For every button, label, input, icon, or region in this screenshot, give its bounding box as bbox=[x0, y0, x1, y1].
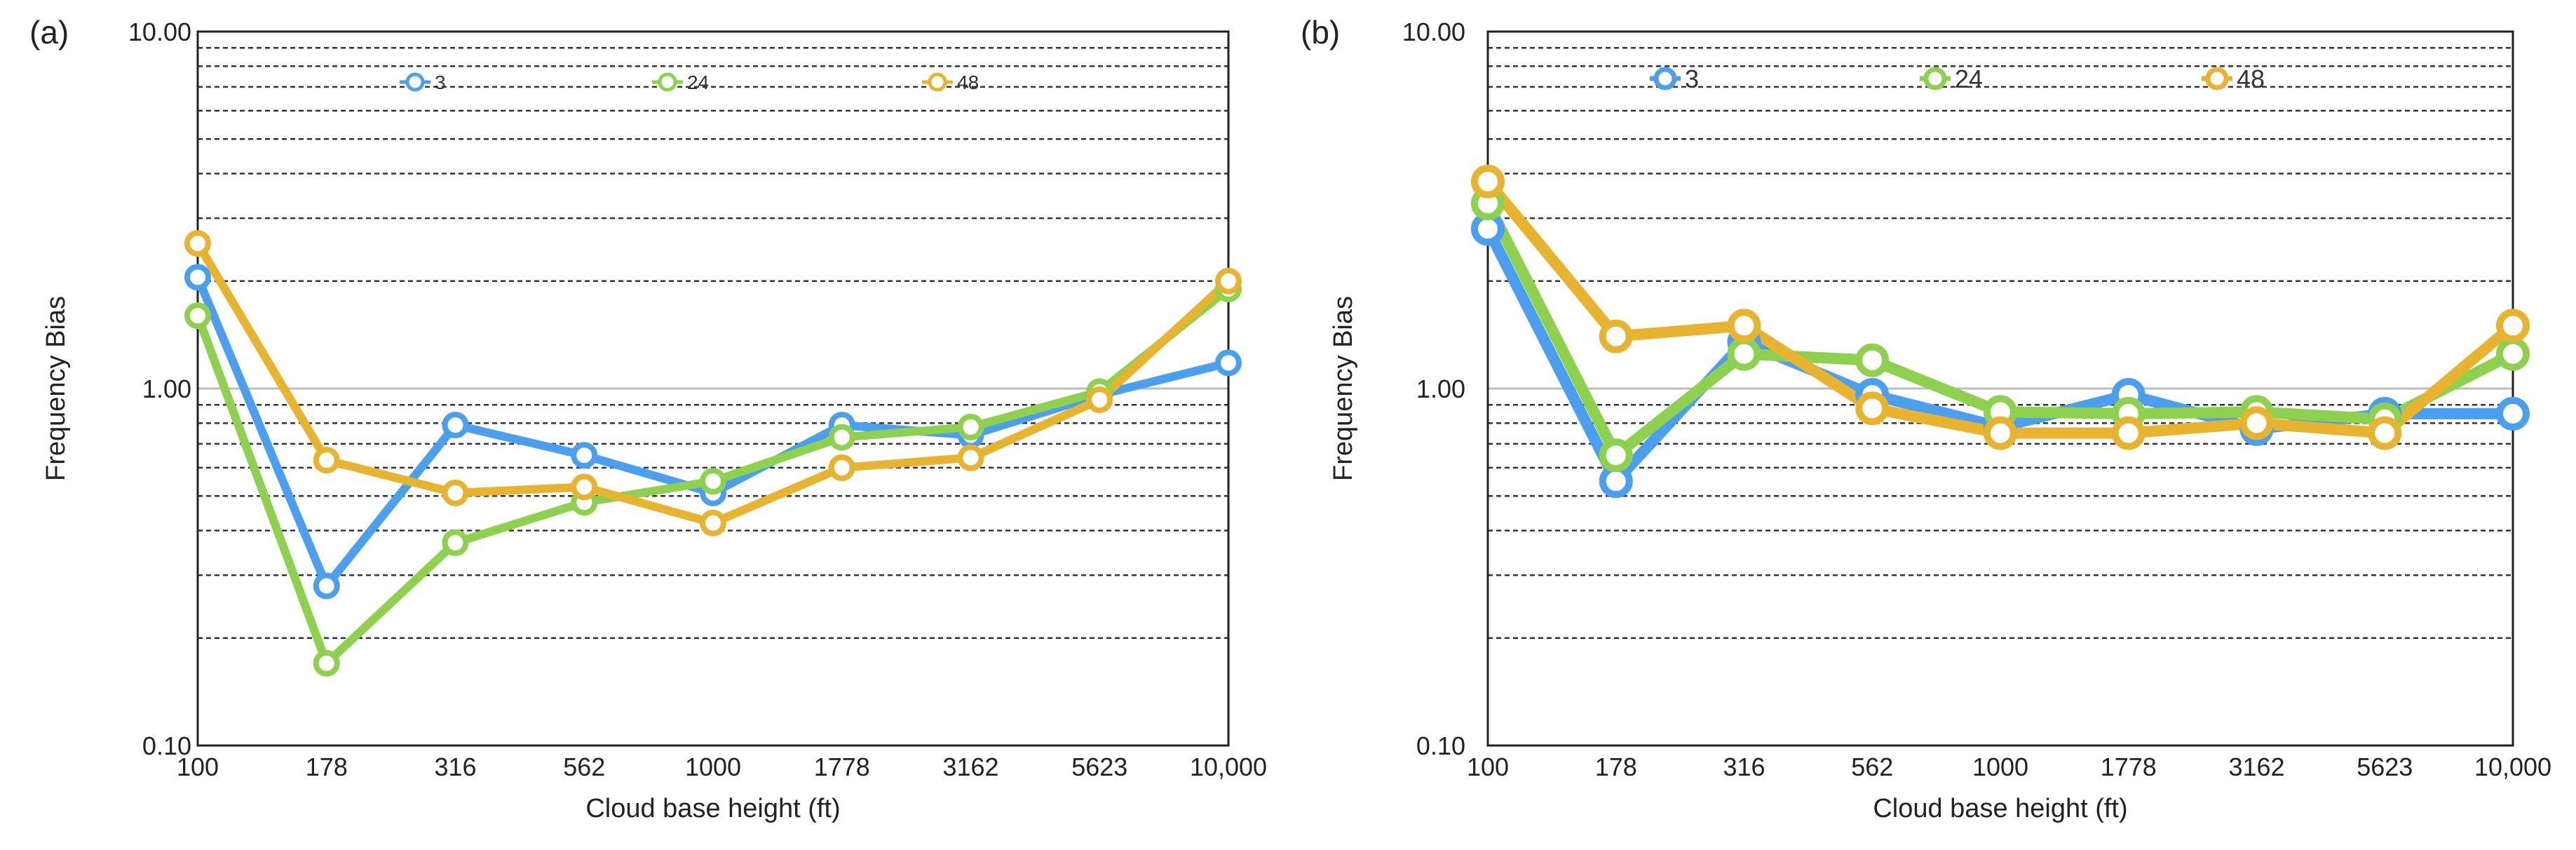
x-tick-label: 316 bbox=[1723, 753, 1765, 781]
legend-label-48: 48 bbox=[957, 72, 979, 93]
data-point-48 bbox=[2239, 406, 2274, 440]
panel-label: (a) bbox=[29, 14, 69, 50]
data-point-48 bbox=[700, 509, 726, 537]
data-point-48 bbox=[1984, 416, 2017, 450]
legend-marker-3 bbox=[1653, 67, 1677, 90]
data-point-3 bbox=[1215, 349, 1242, 377]
x-tick-label: 562 bbox=[1851, 753, 1893, 781]
data-point-48 bbox=[2496, 309, 2530, 343]
legend-marker-48 bbox=[928, 72, 947, 92]
x-tick-label: 1000 bbox=[1972, 753, 2028, 781]
data-point-48 bbox=[1471, 164, 1505, 198]
data-point-24 bbox=[2496, 337, 2530, 371]
series-line-3 bbox=[194, 273, 1233, 591]
legend-label-24: 24 bbox=[1955, 65, 1983, 93]
legend-marker-24 bbox=[658, 72, 677, 92]
x-tick-label: 100 bbox=[177, 753, 219, 781]
x-axis-title: Cloud base height (ft) bbox=[585, 794, 840, 823]
x-tick-label: 316 bbox=[434, 753, 476, 781]
data-point-48 bbox=[828, 454, 855, 481]
data-point-48 bbox=[1086, 386, 1113, 414]
x-tick-label: 100 bbox=[1467, 753, 1509, 781]
data-point-48 bbox=[1727, 309, 1761, 343]
data-point-24 bbox=[313, 649, 340, 677]
x-tick-label: 3162 bbox=[2228, 753, 2284, 781]
legend-marker-24 bbox=[1923, 67, 1947, 90]
x-tick-label: 1000 bbox=[685, 753, 741, 781]
legend-marker-48 bbox=[2205, 67, 2229, 90]
panel-label: (b) bbox=[1301, 14, 1340, 50]
y-tick-label: 0.10 bbox=[1416, 731, 1465, 760]
data-point-24 bbox=[1599, 438, 1633, 473]
x-axis-title: Cloud base height (ft) bbox=[1873, 794, 2127, 823]
data-point-24 bbox=[442, 529, 469, 556]
data-point-3 bbox=[2496, 396, 2530, 431]
legend-label-3: 3 bbox=[1685, 65, 1699, 93]
data-point-24 bbox=[957, 413, 984, 440]
data-point-24 bbox=[700, 468, 726, 495]
y-tick-label: 1.00 bbox=[1416, 375, 1465, 403]
data-point-48 bbox=[184, 230, 211, 257]
y-tick-label: 10.00 bbox=[128, 18, 191, 46]
x-tick-label: 178 bbox=[306, 753, 348, 781]
x-tick-label: 5623 bbox=[1071, 753, 1127, 781]
data-point-48 bbox=[957, 444, 984, 471]
x-tick-label: 10,000 bbox=[1190, 753, 1267, 781]
legend-label-48: 48 bbox=[2237, 65, 2265, 93]
x-tick-label: 562 bbox=[563, 753, 605, 781]
data-point-3 bbox=[442, 412, 469, 439]
data-point-24 bbox=[184, 302, 211, 330]
plot-frame bbox=[196, 30, 1230, 747]
chart-panel-b: (b) 0.10 1.00 10.00 100 178 316 562 1000 1778 3162… bbox=[1301, 14, 2551, 823]
data-point-24 bbox=[1855, 343, 1890, 377]
data-point-3 bbox=[184, 264, 211, 291]
x-tick-label: 1778 bbox=[814, 753, 870, 781]
data-point-48 bbox=[2368, 416, 2402, 450]
chart-panel-a: (a) 0.10 1.00 10.00 100 178 316 562 1000 1778 3162… bbox=[29, 14, 1267, 823]
data-point-24 bbox=[1727, 337, 1761, 371]
x-tick-label: 3162 bbox=[942, 753, 998, 781]
data-point-48 bbox=[442, 479, 469, 506]
plot-frame bbox=[1486, 30, 2514, 747]
data-point-48 bbox=[571, 473, 598, 501]
y-tick-label: 10.00 bbox=[1402, 18, 1465, 46]
legend-label-24: 24 bbox=[687, 72, 709, 93]
y-tick-label: 0.10 bbox=[142, 731, 191, 760]
y-axis-title: Frequency Bias bbox=[1329, 296, 1358, 481]
data-point-48 bbox=[313, 447, 340, 474]
legend-label-3: 3 bbox=[435, 72, 446, 93]
data-point-48 bbox=[1599, 319, 1633, 353]
data-point-48 bbox=[2111, 416, 2145, 450]
data-point-48 bbox=[1215, 267, 1242, 295]
data-point-3 bbox=[571, 442, 598, 469]
data-point-48 bbox=[1855, 391, 1890, 426]
data-point-24 bbox=[828, 424, 855, 451]
x-tick-label: 5623 bbox=[2357, 753, 2413, 781]
x-tick-label: 178 bbox=[1595, 753, 1637, 781]
legend-marker-3 bbox=[405, 72, 425, 92]
data-point-3 bbox=[313, 572, 340, 600]
y-axis-title: Frequency Bias bbox=[41, 296, 71, 481]
y-tick-label: 1.00 bbox=[142, 375, 191, 403]
x-tick-label: 1778 bbox=[2101, 753, 2157, 781]
x-tick-label: 10,000 bbox=[2474, 753, 2551, 781]
